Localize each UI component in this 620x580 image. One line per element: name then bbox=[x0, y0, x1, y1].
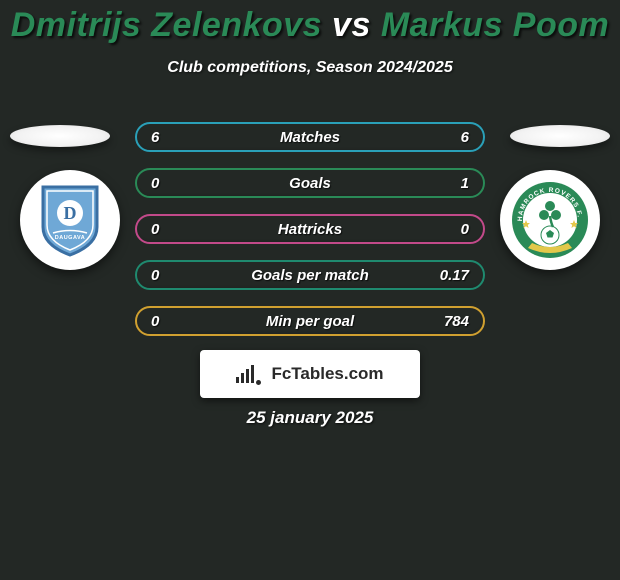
stat-row: 6Matches6 bbox=[135, 122, 485, 152]
stat-label: Goals bbox=[135, 175, 485, 192]
stats-panel: 6Matches60Goals10Hattricks00Goals per ma… bbox=[135, 122, 485, 352]
stat-row: 0Hattricks0 bbox=[135, 214, 485, 244]
svg-text:DAUGAVA: DAUGAVA bbox=[55, 235, 86, 241]
club-right-badge: SHAMROCK ROVERS F.C. bbox=[500, 170, 600, 270]
stat-label: Min per goal bbox=[135, 313, 485, 330]
player2-name: Markus Poom bbox=[381, 6, 609, 44]
club-left-badge: D DAUGAVA bbox=[20, 170, 120, 270]
branding-badge: FcTables.com bbox=[200, 350, 420, 398]
stat-row: 0Goals per match0.17 bbox=[135, 260, 485, 290]
vs-text: vs bbox=[332, 6, 371, 44]
stat-right-value: 1 bbox=[461, 175, 469, 192]
stat-right-value: 784 bbox=[444, 313, 469, 330]
stat-row: 0Min per goal784 bbox=[135, 306, 485, 336]
stat-label: Hattricks bbox=[135, 221, 485, 238]
stat-right-value: 0 bbox=[461, 221, 469, 238]
stat-label: Goals per match bbox=[135, 267, 485, 284]
stat-row: 0Goals1 bbox=[135, 168, 485, 198]
branding-text: FcTables.com bbox=[271, 364, 383, 384]
player2-avatar bbox=[510, 125, 610, 147]
stat-right-value: 6 bbox=[461, 129, 469, 146]
subtitle: Club competitions, Season 2024/2025 bbox=[0, 59, 620, 77]
date-label: 25 january 2025 bbox=[0, 408, 620, 428]
daugava-crest-icon: D DAUGAVA bbox=[39, 183, 101, 257]
shamrock-crest-icon: SHAMROCK ROVERS F.C. bbox=[510, 180, 590, 260]
page-title: Dmitrijs Zelenkovs vs Markus Poom bbox=[0, 0, 620, 45]
stat-label: Matches bbox=[135, 129, 485, 146]
svg-text:D: D bbox=[64, 203, 77, 223]
player1-name: Dmitrijs Zelenkovs bbox=[11, 6, 322, 44]
player1-avatar bbox=[10, 125, 110, 147]
comparison-card: Dmitrijs Zelenkovs vs Markus Poom Club c… bbox=[0, 0, 620, 580]
fctables-logo-icon bbox=[236, 365, 261, 383]
stat-right-value: 0.17 bbox=[440, 267, 469, 284]
